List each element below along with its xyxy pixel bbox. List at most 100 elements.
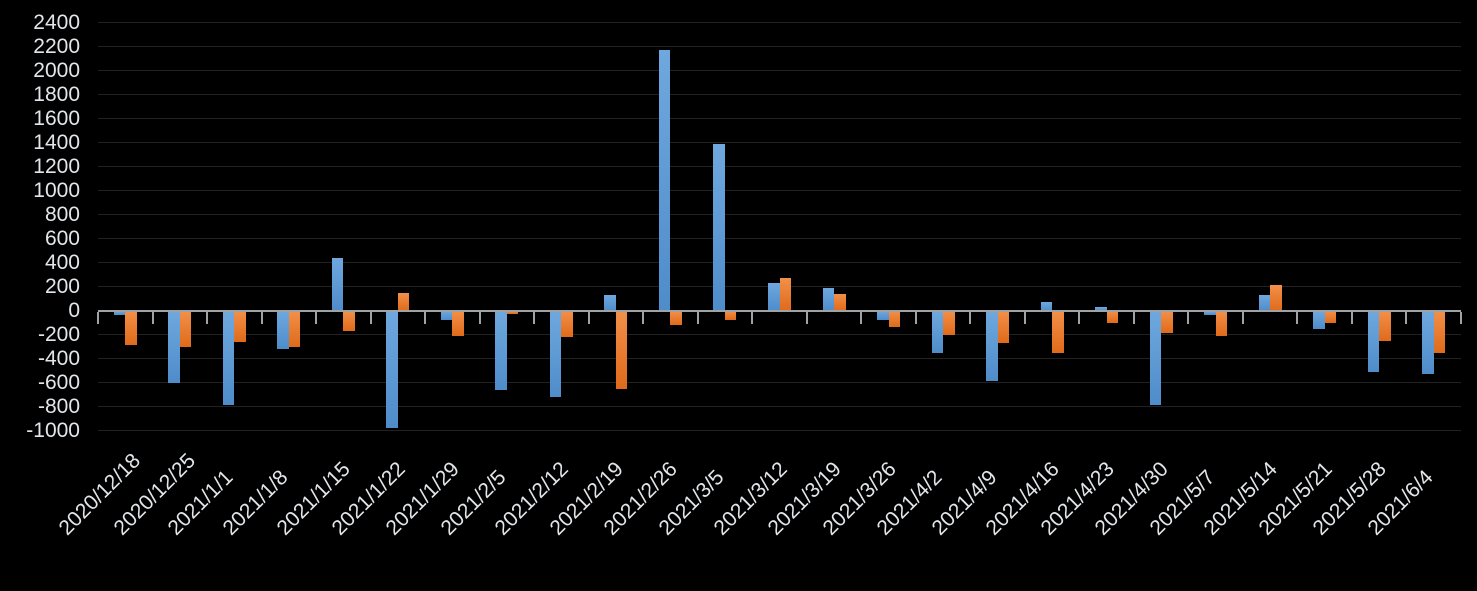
bar-orange [779, 278, 791, 311]
y-axis-label: -600 [37, 370, 80, 394]
y-axis-label: -800 [37, 394, 80, 418]
y-axis-label: -400 [37, 346, 80, 370]
axis-tick [97, 311, 99, 324]
bar-blue [495, 310, 507, 390]
axis-tick [478, 311, 481, 324]
bar-orange [125, 310, 137, 346]
y-axis-label: 2200 [33, 34, 80, 58]
axis-tick [1187, 311, 1190, 324]
axis-tick [1078, 311, 1081, 324]
y-axis-label: 1200 [33, 154, 80, 178]
grid-line [98, 94, 1461, 96]
bar-orange [834, 293, 846, 311]
y-axis-label: 600 [44, 226, 80, 250]
bar-blue [549, 310, 562, 397]
bar-blue [1204, 310, 1216, 316]
axis-tick [969, 311, 972, 324]
grid-line [98, 214, 1461, 216]
bar-orange [724, 310, 737, 321]
bar-orange [615, 310, 628, 389]
grid-line [98, 262, 1461, 264]
grid-line [98, 70, 1461, 72]
y-axis-label: 2400 [33, 10, 80, 34]
bar-orange [506, 310, 519, 315]
zero-axis-line [98, 309, 1461, 312]
bar-blue [768, 283, 780, 311]
bar-blue [604, 295, 616, 311]
y-axis-label: 0 [68, 298, 80, 322]
y-axis-label: -1000 [26, 418, 80, 442]
bar-blue [168, 310, 180, 383]
bar-blue [440, 310, 453, 321]
y-axis-label: 400 [44, 250, 80, 274]
axis-tick [424, 311, 427, 324]
axis-tick [260, 311, 263, 324]
axis-tick [206, 311, 209, 324]
axis-tick [151, 311, 154, 324]
bar-blue [822, 287, 835, 311]
bar-blue [658, 50, 671, 311]
bar-blue [1313, 310, 1325, 329]
axis-tick [751, 311, 754, 324]
axis-tick [1405, 311, 1408, 324]
axis-tick [696, 311, 699, 324]
y-axis-label: 1000 [33, 178, 80, 202]
bar-orange [670, 310, 682, 325]
bar-orange [397, 292, 410, 311]
grid-line [98, 22, 1461, 24]
y-axis-label: -200 [37, 322, 80, 346]
axis-tick [860, 311, 863, 324]
axis-tick [1241, 311, 1244, 324]
bar-blue [1095, 307, 1107, 311]
axis-tick [1460, 311, 1462, 324]
axis-tick [1023, 311, 1026, 324]
axis-tick [1296, 311, 1299, 324]
bar-blue [277, 310, 289, 349]
y-axis-label: 200 [44, 274, 80, 298]
bar-orange [997, 310, 1010, 343]
axis-tick [1350, 311, 1353, 324]
grid-line [98, 190, 1461, 192]
grid-line [98, 382, 1461, 384]
y-axis-label: 1400 [33, 130, 80, 154]
bar-blue [1149, 310, 1162, 406]
bar-blue [877, 310, 889, 321]
bar-orange [1161, 310, 1173, 334]
bar-blue [1367, 310, 1380, 372]
grid-line [98, 46, 1461, 48]
axis-tick [315, 311, 318, 324]
bar-blue [1258, 295, 1271, 311]
grid-line [98, 334, 1461, 336]
bar-blue [986, 310, 998, 382]
grid-line [98, 142, 1461, 144]
bar-orange [1270, 285, 1282, 311]
grid-line [98, 118, 1461, 120]
axis-tick [587, 311, 590, 324]
bar-orange [561, 310, 573, 337]
axis-tick [533, 311, 536, 324]
bar-blue [1040, 302, 1053, 311]
y-axis-label: 1600 [33, 106, 80, 130]
grid-line [98, 430, 1461, 432]
bar-blue [1422, 310, 1434, 375]
bar-orange [943, 310, 955, 335]
bar-orange [1106, 310, 1119, 323]
grid-line [98, 166, 1461, 168]
bar-orange [1379, 310, 1391, 341]
axis-tick [1132, 311, 1135, 324]
bar-orange [179, 310, 192, 347]
bar-blue [931, 310, 944, 353]
bar-orange [288, 310, 301, 347]
grid-line [98, 406, 1461, 408]
y-axis-label: 1800 [33, 82, 80, 106]
bar-orange [343, 310, 355, 331]
axis-tick [642, 311, 645, 324]
bar-blue [113, 310, 126, 316]
bar-orange [234, 310, 246, 342]
bar-blue [331, 257, 344, 311]
axis-tick [914, 311, 917, 324]
bar-orange [888, 310, 901, 328]
axis-tick [369, 311, 372, 324]
bar-orange [1052, 310, 1064, 353]
